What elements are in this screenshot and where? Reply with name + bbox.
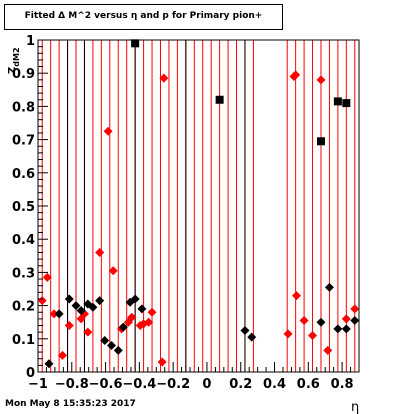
data-point-diamond [291, 291, 301, 301]
data-point-diamond [118, 322, 128, 332]
data-point-diamond [103, 126, 113, 136]
data-point-square [316, 137, 325, 146]
data-point-diamond [64, 294, 74, 304]
x-tick-label: −0.4 [122, 377, 156, 392]
data-point-square [333, 97, 342, 106]
data-point-diamond [100, 335, 110, 345]
y-tick-label: 0.4 [12, 233, 35, 248]
axes-layer: 00.10.20.30.40.50.60.70.80.91−1 −0.8 −0.6−… [12, 34, 360, 392]
data-point-diamond [341, 324, 351, 334]
data-point-diamond [106, 340, 116, 350]
y-tick-label: 0.6 [12, 167, 35, 182]
data-point-diamond [341, 314, 351, 324]
data-point-diamond [333, 324, 343, 334]
data-point-diamond [88, 302, 98, 312]
data-point-diamond [144, 317, 154, 327]
data-point-diamond [350, 316, 360, 326]
x-tick-label: −0.8 [55, 377, 89, 392]
y-tick-label: 0.1 [12, 333, 35, 348]
chart-title: Fitted Δ M^2 versus η and p for Primary … [24, 11, 263, 21]
y-tick-label: 1 [26, 34, 35, 49]
x-tick-label: −0.6 [89, 377, 123, 392]
markers-layer [37, 39, 360, 369]
data-point-diamond [127, 312, 137, 322]
plot-frame [37, 39, 360, 373]
data-point-diamond [291, 70, 301, 80]
data-point-diamond [316, 75, 326, 85]
x-tick-label: 0.4 [263, 377, 286, 392]
vertical-lines-layer [41, 40, 356, 372]
y-tick-label: 0.9 [12, 67, 35, 82]
data-point-diamond [49, 309, 59, 319]
y-tick-label: 0.2 [12, 300, 35, 315]
data-point-diamond [283, 329, 293, 339]
x-tick-label: 0.6 [297, 377, 320, 392]
data-point-diamond [299, 316, 309, 326]
timestamp: Mon May 8 15:35:23 2017 [5, 399, 136, 409]
y-tick-label: 0.3 [12, 266, 35, 281]
data-point-diamond [147, 307, 157, 317]
x-tick-label: 0.8 [331, 377, 354, 392]
data-point-diamond [137, 304, 147, 314]
data-point-diamond [83, 327, 93, 337]
x-tick-label: −1 [28, 377, 48, 392]
data-point-diamond [37, 296, 47, 306]
x-tick-label: 0 [202, 377, 211, 392]
x-tick-label: −0.2 [156, 377, 190, 392]
data-point-diamond [316, 317, 326, 327]
data-point-square [131, 39, 140, 48]
y-tick-label: 0.7 [12, 134, 35, 149]
data-point-diamond [108, 266, 118, 276]
data-point-diamond [323, 345, 333, 355]
data-point-diamond [83, 299, 93, 309]
data-point-diamond [57, 350, 67, 360]
data-point-diamond [95, 296, 105, 306]
data-point-diamond [76, 306, 86, 316]
data-point-diamond [64, 321, 74, 331]
chart-title-box: Fitted Δ M^2 versus η and p for Primary … [4, 4, 283, 30]
y-tick-label: 0.5 [12, 200, 35, 215]
data-point-diamond [42, 272, 52, 282]
data-point-diamond [130, 294, 140, 304]
data-point-diamond [350, 304, 360, 314]
x-axis-label: η [351, 400, 359, 414]
data-point-diamond [247, 332, 257, 342]
y-axis-label: ZdM2 [7, 47, 21, 74]
data-point-diamond [95, 247, 105, 257]
data-point-diamond [157, 357, 167, 367]
y-tick-label: 0 [26, 366, 35, 381]
x-tick-label: 0.2 [229, 377, 252, 392]
data-point-diamond [71, 301, 81, 311]
data-point-diamond [324, 282, 334, 292]
data-point-diamond [240, 326, 250, 335]
data-point-square [215, 95, 224, 104]
data-point-diamond [308, 330, 318, 340]
data-point-diamond [54, 309, 64, 319]
data-point-square [342, 99, 351, 108]
data-point-diamond [113, 345, 123, 355]
data-point-diamond [44, 359, 54, 369]
y-tick-label: 0.8 [12, 100, 35, 115]
data-point-diamond [159, 73, 169, 83]
plot-frame-layer [37, 39, 360, 373]
